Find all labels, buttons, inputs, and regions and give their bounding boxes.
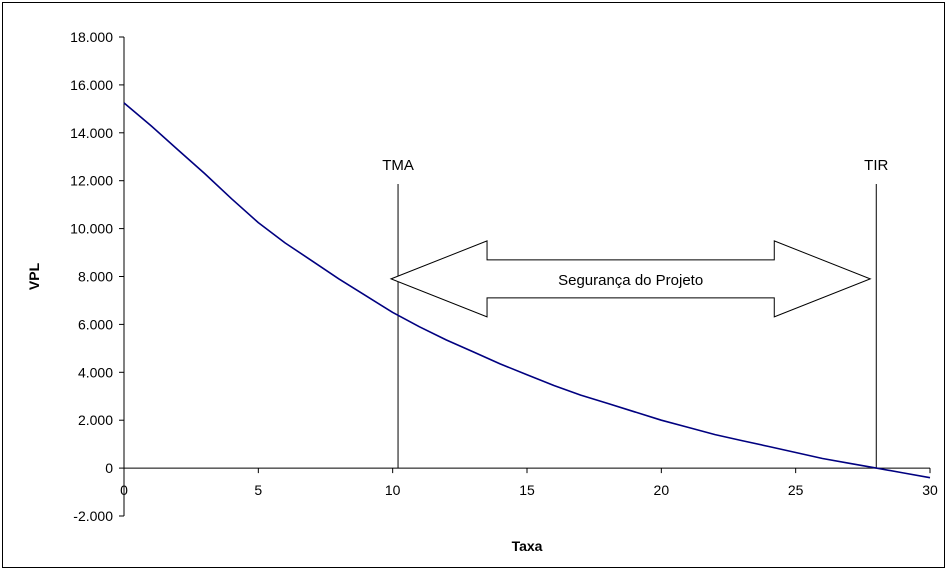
x-tick-label: 25 (788, 482, 804, 498)
x-axis-title: Taxa (512, 538, 543, 554)
y-tick-label: 4.000 (78, 364, 113, 380)
y-tick-label: 8.000 (78, 269, 113, 285)
x-axis: 0 5 10 15 20 25 30 (120, 467, 938, 498)
tma-label: TMA (382, 157, 414, 174)
x-tick-label: 10 (385, 482, 401, 498)
y-tick-label: 2.000 (78, 412, 113, 428)
y-tick-label: 18.000 (70, 29, 113, 45)
y-tick-label: 16.000 (70, 77, 113, 93)
y-tick-label: 6.000 (78, 316, 113, 332)
y-tick-label: 0 (105, 460, 113, 476)
safety-arrow-label: Segurança do Projeto (558, 272, 703, 289)
annotations: TMA TIR Segurança do Projeto (382, 157, 889, 469)
safety-arrow (389, 240, 872, 318)
y-tick-label: -2.000 (73, 508, 113, 524)
y-axis: -2.000 0 2.000 4.000 6.000 8.000 10.000 12.000 1… (70, 29, 125, 524)
y-tick-label: 10.000 (70, 221, 113, 237)
y-axis-title: VPL (26, 262, 42, 290)
y-tick-label: 14.000 (70, 125, 113, 141)
y-tick-label: 12.000 (70, 173, 113, 189)
vpl-chart: -2.000 0 2.000 4.000 6.000 8.000 10.000 12.000 1… (26, 29, 938, 554)
x-tick-label: 20 (654, 482, 670, 498)
x-tick-label: 5 (254, 482, 262, 498)
series-layer (123, 102, 931, 479)
x-tick-label: 30 (922, 482, 938, 498)
x-tick-label: 0 (120, 482, 128, 498)
tir-label: TIR (864, 157, 888, 174)
vpl-series-line (123, 102, 931, 479)
x-tick-label: 15 (519, 482, 535, 498)
